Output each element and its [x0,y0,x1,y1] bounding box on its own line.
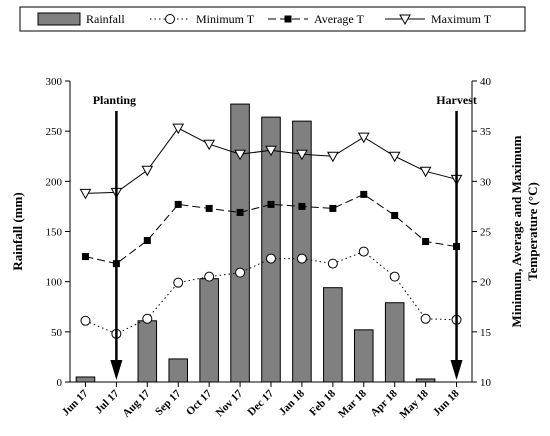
planting-label: Planting [93,93,136,107]
maximum-t-point-3 [172,123,185,135]
minimum-t-point-6 [266,253,276,264]
rainfall-bar-8 [323,287,343,383]
harvest-label: Harvest [436,93,477,107]
x-tick-label: May 18 [397,387,431,421]
minimum-t-point-4 [204,271,215,282]
legend-label-minimum-t: Minimum T [196,12,255,26]
minimum-t-point-2 [142,313,153,324]
y-left-tick-label: 200 [46,176,63,188]
minimum-t-point-5 [235,267,246,278]
average-t-point-7 [298,202,306,210]
rainfall-bar-3 [168,358,189,383]
average-t-point-6 [267,200,275,208]
harvest-arrow-head [450,360,463,380]
y-right-tick-label: 15 [480,327,492,339]
y-left-tick-label: 150 [46,227,63,239]
y-right-tick-label: 10 [480,377,492,389]
legend-swatch-rainfall [37,12,81,26]
rainfall-bar-5 [230,103,250,383]
planting-arrow-head [110,360,123,380]
x-tick-label: Feb 18 [307,387,338,418]
average-t-point-0 [81,253,89,261]
y-left-tick-label: 100 [46,277,63,289]
x-tick-label: Nov 17 [214,387,246,419]
maximum-t-point-2 [141,165,154,177]
x-tick-label: Jun 17 [60,387,91,418]
average-t-point-4 [205,204,213,212]
minimum-t-point-9 [358,246,369,257]
y-left-tick-label: 50 [51,327,63,339]
average-t-point-11 [422,238,430,246]
minimum-t-point-3 [173,277,184,288]
x-tick-label: Mar 18 [336,387,369,420]
x-tick-label: Dec 17 [245,387,276,418]
rainfall-bar-6 [261,116,281,383]
average-t-point-10 [391,211,399,219]
x-tick-label: Oct 17 [184,387,215,418]
maximum-t-point-7 [296,149,308,161]
minimum-t-point-0 [80,315,91,326]
rainfall-bar-10 [384,302,405,383]
y-left-axis-title: Rainfall (mm) [10,192,25,270]
legend-marker-average-t [284,15,292,23]
minimum-t-point-8 [327,258,338,269]
minimum-t-point-11 [420,313,431,324]
y-right-tick-label: 35 [480,126,492,138]
average-t-point-8 [329,204,337,212]
average-t-point-9 [360,190,368,198]
minimum-t-point-10 [389,271,400,282]
legend-marker-minimum-t [165,14,175,24]
y-right-tick-label: 30 [480,176,492,188]
average-t-point-3 [174,200,182,208]
x-tick-label: Aug 17 [120,387,152,419]
y-right-tick-label: 40 [480,76,492,88]
minimum-t-point-7 [296,253,307,264]
x-tick-label: Sep 17 [153,387,184,418]
rainfall-bar-2 [137,320,158,383]
maximum-t-point-5 [234,149,246,161]
y-right-axis-title-line: Minimum, Average and Maximum [509,135,524,327]
maximum-t-point-11 [419,166,432,178]
average-t-point-5 [236,208,244,216]
legend-label-average-t: Average T [314,12,365,26]
rainfall-bar-0 [75,376,96,383]
x-tick-label: Jun 18 [431,387,462,418]
maximum-t-point-8 [326,151,339,163]
rainfall-bar-9 [353,329,374,383]
y-left-tick-label: 0 [57,377,63,389]
x-tick-label: Jan 18 [277,387,308,418]
y-right-tick-label: 20 [480,277,492,289]
legend-marker-maximum-t [399,14,411,26]
maximum-t-point-9 [357,132,370,144]
maximum-t-point-10 [388,151,401,163]
y-left-tick-label: 250 [46,126,63,138]
legend-label-maximum-t: Maximum T [431,12,492,26]
maximum-t-point-4 [203,139,216,151]
maximum-t-point-0 [79,188,92,200]
x-tick-label: Apr 18 [368,387,400,419]
y-left-tick-label: 300 [46,76,63,88]
rainfall-bar-4 [199,278,219,383]
maximum-t-point-6 [265,145,277,157]
y-right-tick-label: 25 [480,227,492,239]
average-t-point-2 [143,237,151,245]
y-right-axis-title-line: Temperature (°C) [525,182,540,281]
x-tick-label: Jul 17 [93,387,122,416]
legend-label-rainfall: Rainfall [86,12,125,26]
